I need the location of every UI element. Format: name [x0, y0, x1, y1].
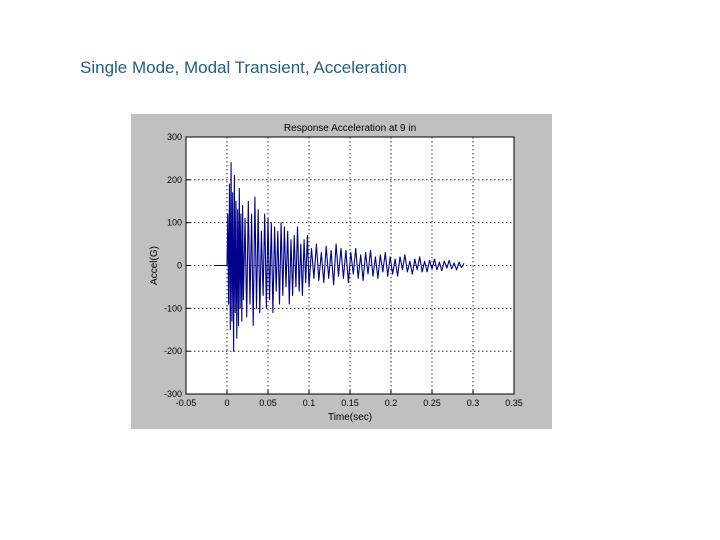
x-tick-label: 0: [224, 398, 229, 408]
x-tick-label: 0.35: [505, 398, 523, 408]
x-tick-label: 0.1: [303, 398, 316, 408]
y-tick-label: 200: [167, 175, 182, 185]
chart-svg: -0.05 0 0.05 0.1 0.15 0.2 0.25 0.3 0.35 -300 -200 -…: [149, 123, 523, 423]
x-tick-label: 0.25: [423, 398, 441, 408]
x-tick-label: -0.05: [176, 398, 197, 408]
x-tick-label: 0.3: [467, 398, 480, 408]
y-tick-label: -200: [164, 346, 182, 356]
y-tick-label: -300: [164, 389, 182, 399]
y-axis-label: Accel(G): [149, 246, 160, 285]
y-tick-label: -100: [164, 303, 182, 313]
chart-figure: -0.05 0 0.05 0.1 0.15 0.2 0.25 0.3 0.35 -300 -200 -…: [131, 114, 552, 429]
slide-title: Single Mode, Modal Transient, Accelerati…: [80, 58, 407, 77]
y-tick-label: 100: [167, 218, 182, 228]
y-tick-label: 0: [177, 261, 182, 271]
y-tick-label: 300: [167, 132, 182, 142]
chart-title: Response Acceleration at 9 in: [284, 123, 416, 134]
x-tick-label: 0.15: [341, 398, 359, 408]
x-tick-label: 0.05: [259, 398, 277, 408]
x-tick-label: 0.2: [385, 398, 398, 408]
series-line: [214, 162, 465, 352]
x-axis-label: Time(sec): [328, 412, 372, 423]
